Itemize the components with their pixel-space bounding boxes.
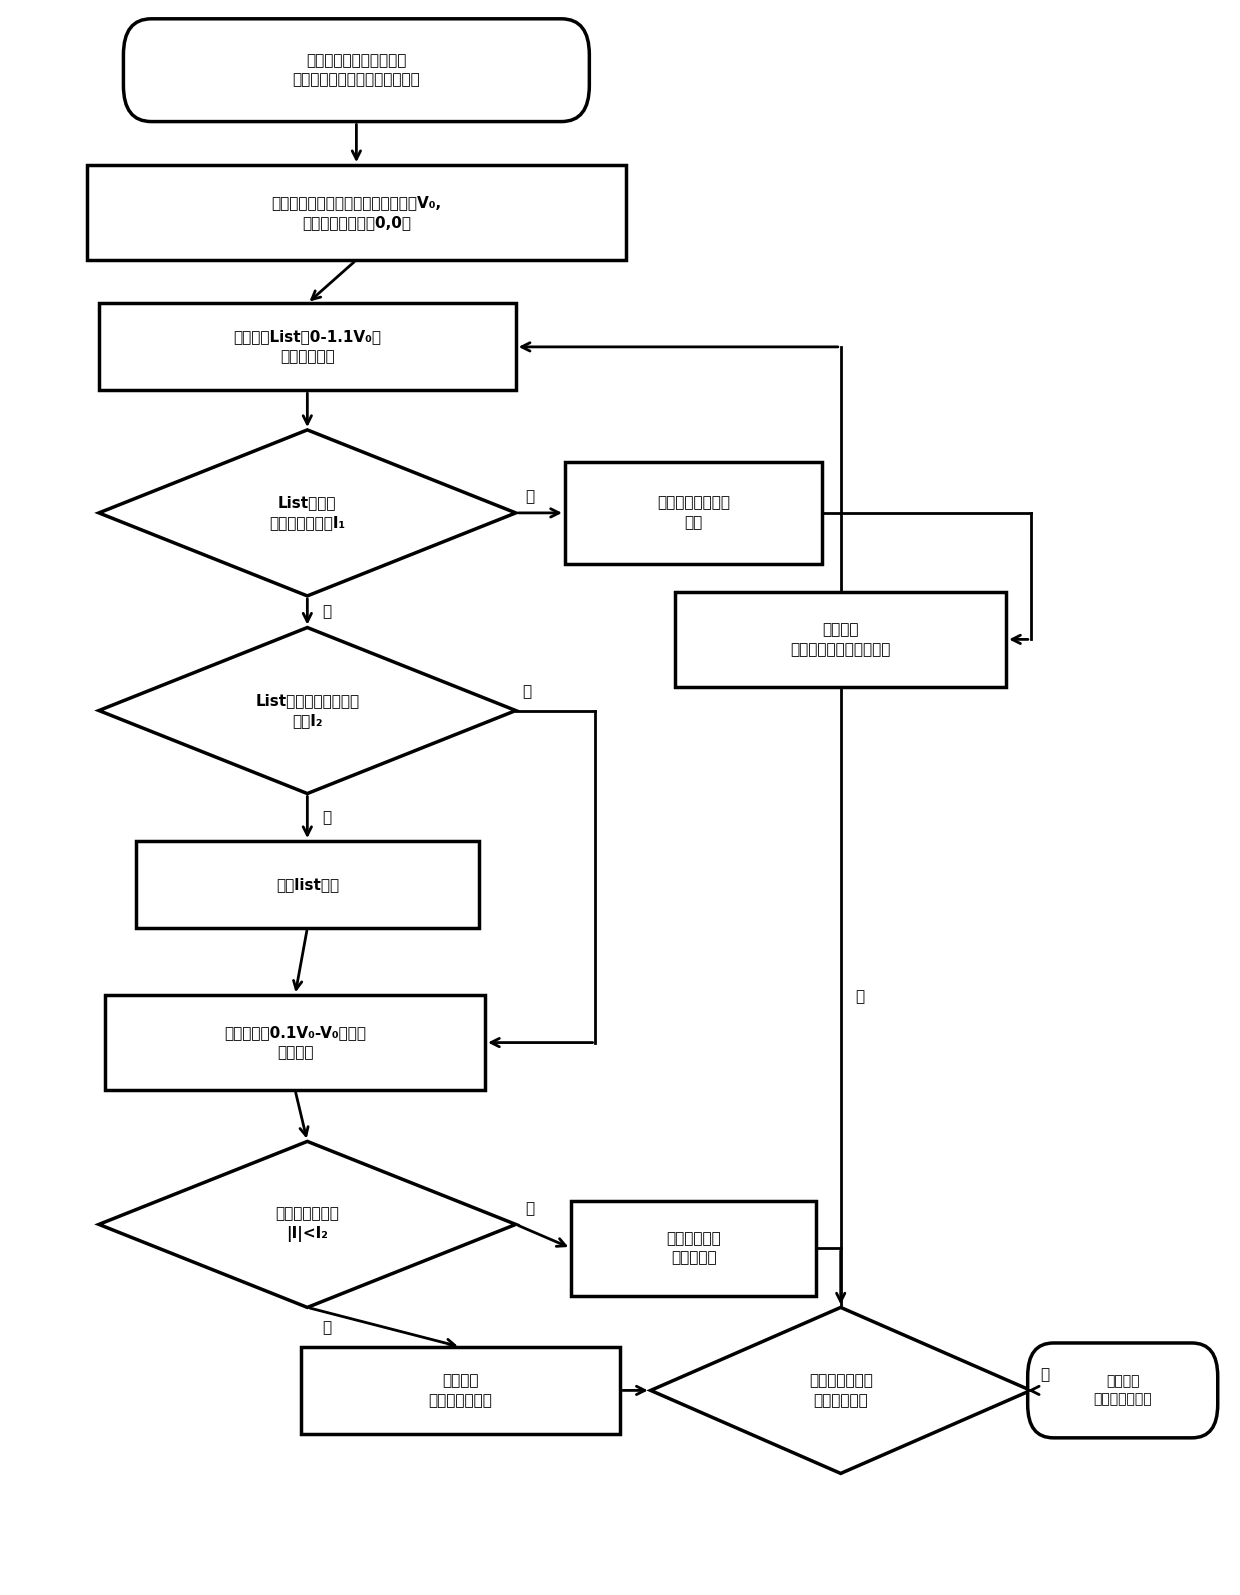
Bar [105,995,485,1089]
Bar [301,1346,620,1434]
Text: 随机测量三个典型器件确定击穿电压V₀,
手动将探针对准（0,0）: 随机测量三个典型器件确定击穿电压V₀, 手动将探针对准（0,0） [272,195,441,230]
Text: 终止list测试: 终止list测试 [275,877,339,892]
Text: 器件可用
记录击穿电压值: 器件可用 记录击穿电压值 [429,1373,492,1408]
Text: 器件不能击穿，不
可用: 器件不能击穿，不 可用 [657,496,730,530]
Bar [565,461,822,565]
Text: 是: 是 [322,605,331,619]
Text: 探针抬起
移动到下一个器件并落下: 探针抬起 移动到下一个器件并落下 [791,622,890,657]
FancyBboxPatch shape [124,19,589,121]
Text: 电流小于限流值
|I|<I₂: 电流小于限流值 |I|<I₂ [275,1206,340,1243]
Polygon shape [99,1142,516,1308]
Text: 测试完成
返回击穿电压表: 测试完成 返回击穿电压表 [1094,1375,1152,1407]
Text: 输入阵列大小，器件间距
击穿电压点及限流点对应电流值: 输入阵列大小，器件间距 击穿电压点及限流点对应电流值 [293,53,420,88]
Text: List测完前
达到击穿电压点I₁: List测完前 达到击穿电压点I₁ [269,496,346,530]
Text: List测完前提前达到限
流点I₂: List测完前提前达到限 流点I₂ [255,694,360,727]
Text: 是否达到阵列内
最后一个器件: 是否达到阵列内 最后一个器件 [808,1373,873,1408]
Text: 是: 是 [1040,1367,1050,1383]
Polygon shape [99,627,516,794]
Text: 是: 是 [322,810,331,825]
Bar [87,164,626,260]
Bar [99,303,516,391]
Text: 加范围在（0.1V₀-V₀）的低
偏置电压: 加范围在（0.1V₀-V₀）的低 偏置电压 [224,1026,366,1061]
Bar [570,1201,816,1295]
Text: 探针按照List（0-1.1V₀）
开始加载偏压: 探针按照List（0-1.1V₀） 开始加载偏压 [233,330,382,364]
FancyBboxPatch shape [1028,1343,1218,1437]
Text: 高压损坏器件
器件不可用: 高压损坏器件 器件不可用 [666,1231,720,1265]
Text: 是: 是 [322,1319,331,1335]
Bar [675,592,1006,687]
Text: 否: 否 [856,989,864,1005]
Text: 否: 否 [526,490,534,504]
Polygon shape [99,431,516,597]
Bar [135,841,479,928]
Text: 否: 否 [526,1201,534,1215]
Polygon shape [651,1308,1030,1474]
Text: 否: 否 [522,684,531,699]
